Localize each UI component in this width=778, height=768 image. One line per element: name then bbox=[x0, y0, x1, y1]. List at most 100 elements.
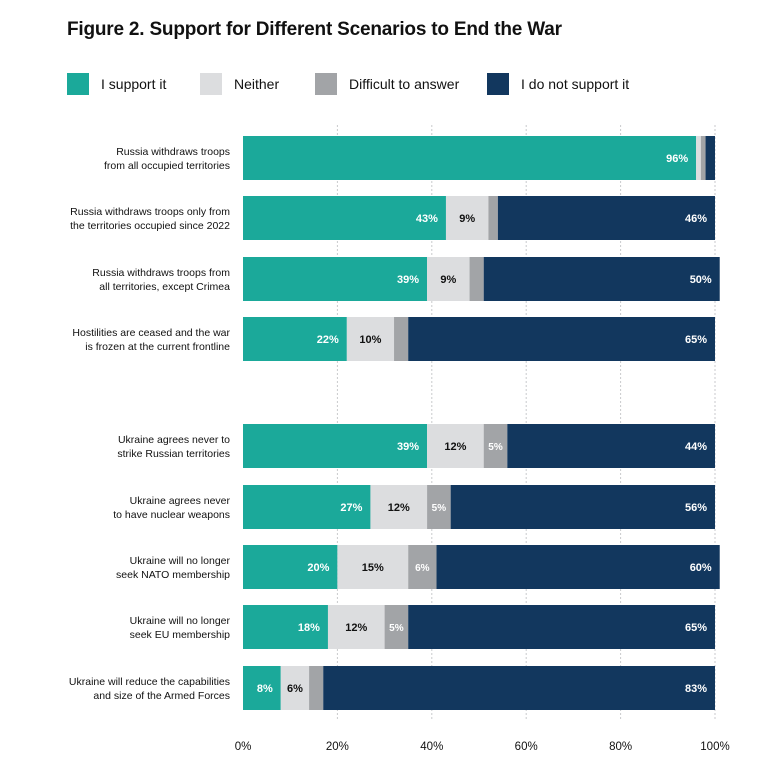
bar-not_support-row-1 bbox=[497, 196, 715, 240]
bar-difficult-row-1 bbox=[488, 196, 498, 240]
data-label-not_support-row-7: 65% bbox=[685, 622, 707, 634]
data-label-difficult-row-6: 6% bbox=[415, 563, 430, 574]
data-label-neither-row-1: 9% bbox=[459, 213, 475, 225]
bar-neither-row-6 bbox=[337, 545, 409, 589]
data-label-neither-row-7: 12% bbox=[345, 622, 367, 634]
bar-support-row-7 bbox=[243, 605, 328, 649]
bar-neither-row-1 bbox=[445, 196, 489, 240]
data-label-support-row-8: 8% bbox=[257, 683, 273, 695]
category-label-row-3-line-0: Hostilities are ceased and the war bbox=[72, 327, 230, 339]
bar-difficult-row-4 bbox=[483, 424, 508, 468]
legend-swatch-support bbox=[67, 73, 89, 95]
data-label-not_support-row-8: 83% bbox=[685, 683, 707, 695]
category-label-row-6-line-0: Ukraine will no longer bbox=[130, 555, 231, 567]
category-label-row-2-line-1: all territories, except Crimea bbox=[99, 281, 230, 293]
category-label-row-8-line-1: and size of the Armed Forces bbox=[93, 690, 230, 702]
bar-not_support-row-7 bbox=[408, 605, 715, 649]
category-label-row-1-line-0: Russia withdraws troops only from bbox=[70, 206, 230, 218]
category-label-row-1-line-1: the territories occupied since 2022 bbox=[70, 220, 230, 232]
x-tick-label-20: 20% bbox=[326, 741, 349, 753]
category-label-row-7-line-1: seek EU membership bbox=[130, 629, 231, 641]
bar-difficult-row-6 bbox=[408, 545, 437, 589]
x-tick-label-0: 0% bbox=[235, 741, 252, 753]
legend-label-difficult: Difficult to answer bbox=[349, 76, 460, 92]
category-label-row-6-line-1: seek NATO membership bbox=[116, 569, 230, 581]
bar-support-row-0 bbox=[243, 136, 697, 180]
chart-title: Figure 2. Support for Different Scenario… bbox=[67, 19, 562, 40]
bar-neither-row-4 bbox=[427, 424, 484, 468]
legend-item-neither: Neither bbox=[200, 73, 279, 95]
legend-swatch-difficult bbox=[315, 73, 337, 95]
bar-support-row-1 bbox=[243, 196, 446, 240]
data-label-not_support-row-2: 50% bbox=[690, 274, 712, 286]
category-label-row-5-line-1: to have nuclear weapons bbox=[113, 509, 230, 521]
bar-neither-row-8 bbox=[280, 666, 310, 710]
bar-not_support-row-4 bbox=[507, 424, 715, 468]
category-label-row-0-line-0: Russia withdraws troops bbox=[116, 146, 230, 158]
x-tick-label-60: 60% bbox=[515, 741, 538, 753]
data-label-support-row-3: 22% bbox=[317, 334, 339, 346]
legend-swatch-neither bbox=[200, 73, 222, 95]
bar-difficult-row-2 bbox=[469, 257, 484, 301]
bar-support-row-6 bbox=[243, 545, 338, 589]
data-label-not_support-row-1: 46% bbox=[685, 213, 707, 225]
bar-neither-row-0 bbox=[696, 136, 701, 180]
bar-neither-row-5 bbox=[370, 485, 428, 529]
data-label-support-row-4: 39% bbox=[397, 441, 419, 453]
bar-support-row-5 bbox=[243, 485, 371, 529]
data-label-support-row-5: 27% bbox=[340, 502, 362, 514]
legend-item-not-support: I do not support it bbox=[487, 73, 629, 95]
bar-difficult-row-8 bbox=[309, 666, 324, 710]
bar-neither-row-2 bbox=[427, 257, 470, 301]
x-tick-label-80: 80% bbox=[609, 741, 632, 753]
data-label-neither-row-5: 12% bbox=[388, 502, 410, 514]
bar-difficult-row-5 bbox=[427, 485, 451, 529]
legend-label-not-support: I do not support it bbox=[521, 76, 630, 92]
legend-label-support: I support it bbox=[101, 76, 167, 92]
data-label-support-row-0: 96% bbox=[666, 153, 688, 165]
data-label-difficult-row-4: 5% bbox=[488, 442, 503, 453]
data-label-difficult-row-7: 5% bbox=[389, 623, 404, 634]
data-label-not_support-row-5: 56% bbox=[685, 502, 707, 514]
x-tick-label-100: 100% bbox=[700, 741, 729, 753]
bar-support-row-4 bbox=[243, 424, 428, 468]
category-label-row-8-line-0: Ukraine will reduce the capabilities bbox=[69, 676, 230, 688]
category-label-row-4-line-1: strike Russian territories bbox=[117, 448, 230, 460]
data-label-neither-row-6: 15% bbox=[362, 562, 384, 574]
data-label-neither-row-8: 6% bbox=[287, 683, 303, 695]
bar-not_support-row-2 bbox=[483, 257, 720, 301]
bar-difficult-row-7 bbox=[384, 605, 409, 649]
bar-support-row-2 bbox=[243, 257, 428, 301]
bar-not_support-row-0 bbox=[705, 136, 715, 180]
category-label-row-0-line-1: from all occupied territories bbox=[104, 160, 230, 172]
data-label-difficult-row-5: 5% bbox=[432, 503, 447, 514]
legend-label-neither: Neither bbox=[234, 76, 280, 92]
bar-not_support-row-8 bbox=[323, 666, 715, 710]
bar-neither-row-7 bbox=[327, 605, 385, 649]
legend-swatch-not-support bbox=[487, 73, 509, 95]
data-label-support-row-2: 39% bbox=[397, 274, 419, 286]
data-label-neither-row-4: 12% bbox=[444, 441, 466, 453]
bar-not_support-row-5 bbox=[450, 485, 715, 529]
data-label-not_support-row-3: 65% bbox=[685, 334, 707, 346]
x-tick-label-40: 40% bbox=[420, 741, 443, 753]
category-label-row-4-line-0: Ukraine agrees never to bbox=[118, 434, 230, 446]
data-label-support-row-6: 20% bbox=[307, 562, 329, 574]
data-label-neither-row-2: 9% bbox=[440, 274, 456, 286]
legend-item-support: I support it bbox=[67, 73, 166, 95]
legend: I support it Neither Difficult to answer… bbox=[67, 73, 687, 95]
data-label-not_support-row-4: 44% bbox=[685, 441, 707, 453]
data-label-support-row-7: 18% bbox=[298, 622, 320, 634]
bar-difficult-row-0 bbox=[700, 136, 706, 180]
data-label-not_support-row-6: 60% bbox=[690, 562, 712, 574]
category-label-row-7-line-0: Ukraine will no longer bbox=[130, 615, 231, 627]
bar-not_support-row-3 bbox=[408, 317, 715, 361]
bar-not_support-row-6 bbox=[436, 545, 720, 589]
data-label-neither-row-3: 10% bbox=[359, 334, 381, 346]
bar-neither-row-3 bbox=[346, 317, 395, 361]
bar-support-row-8 bbox=[243, 666, 281, 710]
bar-difficult-row-3 bbox=[394, 317, 409, 361]
bar-support-row-3 bbox=[243, 317, 347, 361]
legend-item-difficult: Difficult to answer bbox=[315, 73, 459, 95]
